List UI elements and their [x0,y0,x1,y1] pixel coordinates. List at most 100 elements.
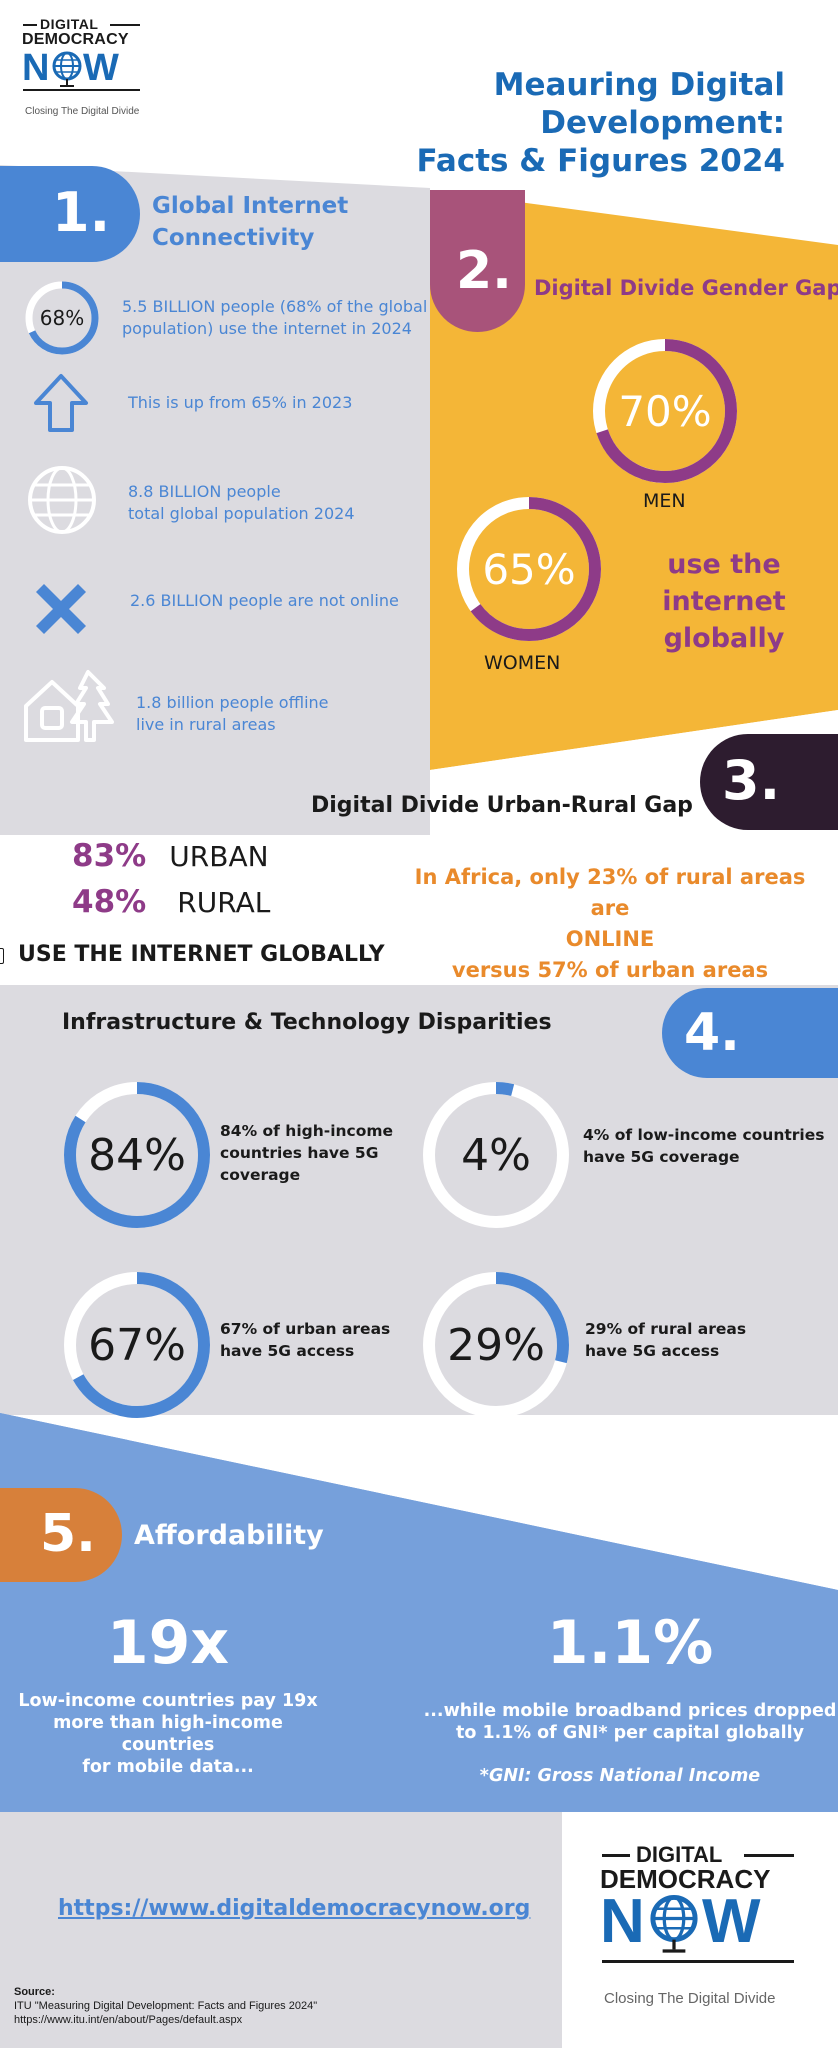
urban-5g-text: 67% of urban areas have 5G access [220,1318,390,1362]
section1-number: 1. [52,181,111,244]
footer-logo-top-text: DIGITAL [636,1842,723,1867]
section4-title: Infrastructure & Technology Disparities [62,1010,552,1035]
high-income-5g-ring-label: 84% [88,1129,186,1181]
footer-logo-tagline: Closing The Digital Divide [604,1990,776,2007]
rural-5g-text-line2: have 5G access [585,1342,720,1360]
stat-gni-text: ...while mobile broadband prices dropped… [420,1700,838,1744]
urban-label: URBAN [169,840,269,873]
checkbox-icon [0,948,4,964]
gni-footnote: *GNI: Gross National Income [479,1766,761,1786]
low-income-5g-ring-label: 4% [461,1129,531,1181]
section5-number-badge: 5. [0,1488,122,1582]
section1-ring-label: 68% [39,306,85,330]
section1-fact3-line2: total global population 2024 [128,504,355,523]
logo-middle-text: DEMOCRACY [22,31,129,48]
africa-fact-line2: ONLINE [565,927,655,951]
high-income-5g-text-line2: countries have 5G [220,1144,379,1162]
source-label: Source: [14,1986,55,1998]
ring-progress-arc [64,1272,210,1418]
high-income-5g-text: 84% of high-income countries have 5G cov… [220,1120,393,1186]
footer-logo-middle-text: DEMOCRACY [600,1864,771,1894]
high-income-5g-ring: 84% [62,1080,212,1230]
section1-ring: 68% [24,280,100,356]
section3-number: 3. [722,749,781,812]
section1-title: Global Internet Connectivity [152,190,348,254]
section1-fact4: 2.6 BILLION people are not online [130,591,399,610]
women-ring-label: 65% [482,544,576,594]
ring-progress-arc [593,339,737,483]
section3-number-badge: 3. [700,734,838,830]
section4-number-badge: 4. [662,988,838,1078]
page-title: Meauring Digital Development: Facts & Fi… [250,66,785,180]
urban-5g-text-line2: have 5G access [220,1342,355,1360]
arrow-up-icon [32,373,90,433]
footer-logo-now-w: W [702,1887,761,1956]
low-income-5g-text-line1: 4% of low-income countries [583,1126,825,1144]
section2-number: 2. [456,241,512,301]
footer-logo-now-n: N [600,1887,645,1956]
low-income-5g-text-line2: have 5G coverage [583,1148,740,1166]
x-icon [30,578,92,640]
rural-5g-text: 29% of rural areas have 5G access [585,1318,746,1362]
section1-fact5-line1: 1.8 billion people offline [136,693,329,712]
women-caption: WOMEN [484,652,561,674]
rural-label: RURAL [177,886,271,919]
page-title-line2: Facts & Figures 2024 [416,143,785,179]
logo-now-n: N [22,47,50,89]
page-title-line1: Meauring Digital Development: [493,67,785,141]
section1-fact2: This is up from 65% in 2023 [128,393,353,412]
ring-progress-arc [423,1082,569,1228]
header-logo: DIGITAL DEMOCRACY N W Closing The Digita… [20,16,150,117]
urban-5g-ring: 67% [62,1270,212,1420]
rural-5g-ring: 29% [421,1270,571,1420]
globe-icon [51,51,83,89]
section2-number-badge: 2. [430,190,525,332]
women-ring: 65% [456,496,602,642]
africa-fact-line1: In Africa, only 23% of rural areas are [414,865,806,920]
section5-number: 5. [40,1504,96,1564]
ring-progress-arc [457,497,601,641]
africa-fact-line3: versus 57% of urban areas [451,958,769,982]
logo-tagline: Closing The Digital Divide [25,106,140,117]
use-internet-label: USE THE INTERNET GLOBALLY [18,942,385,967]
rural-5g-text-line1: 29% of rural areas [585,1320,747,1338]
ring-progress-arc [25,281,99,355]
section1-fact3-line1: 8.8 BILLION people [128,482,281,501]
high-income-5g-text-line3: coverage [220,1166,301,1184]
house-tree-icon [22,668,118,744]
men-caption: MEN [643,490,686,512]
stat-gni-text-line2: to 1.1% of GNI* per capital globally [456,1723,804,1743]
urban-5g-text-line1: 67% of urban areas [220,1320,391,1338]
logo-now-w: W [83,47,119,89]
section1-fact1-line1: 5.5 BILLION people (68% of the global [122,297,428,316]
section5-title: Affordability [134,1520,324,1551]
men-ring-label: 70% [618,386,712,436]
section2-title: Digital Divide Gender Gap [534,276,838,300]
low-income-5g-text: 4% of low-income countries have 5G cover… [583,1124,824,1168]
section1-title-line2: Connectivity [152,225,315,251]
section2-tagline-line3: globally [663,623,785,654]
high-income-5g-text-line1: 84% of high-income [220,1122,394,1140]
logo-top-text: DIGITAL [40,16,99,32]
globe-icon [648,1894,700,1956]
footer-logo: DIGITAL DEMOCRACY N W Closing The Digita… [600,1840,800,2020]
section4-number: 4. [684,1003,740,1063]
section1-fact5-line2: live in rural areas [136,715,276,734]
section3-title: Digital Divide Urban-Rural Gap [311,793,693,818]
stat-19x: 19x [106,1608,230,1678]
stat-19x-text-line1: Low-income countries pay 19x [18,1691,318,1711]
section2-tagline: use the internet globally [640,546,808,657]
urban-5g-ring-label: 67% [88,1319,186,1371]
source-line2[interactable]: https://www.itu.int/en/about/Pages/defau… [14,2014,243,2026]
rural-5g-ring-label: 29% [447,1319,545,1371]
stat-19x-text-line3: for mobile data... [82,1757,254,1777]
rural-stat: 48% RURAL [72,884,270,920]
urban-percent: 83% [72,838,147,874]
section1-fact1: 5.5 BILLION people (68% of the global po… [122,296,427,340]
men-ring: 70% [592,338,738,484]
section2-tagline-line2: internet [662,586,786,617]
website-link[interactable]: https://www.digitaldemocracynow.org [58,1896,531,1921]
ring-progress-arc [423,1272,569,1418]
section2-tagline-line1: use the [667,549,781,580]
